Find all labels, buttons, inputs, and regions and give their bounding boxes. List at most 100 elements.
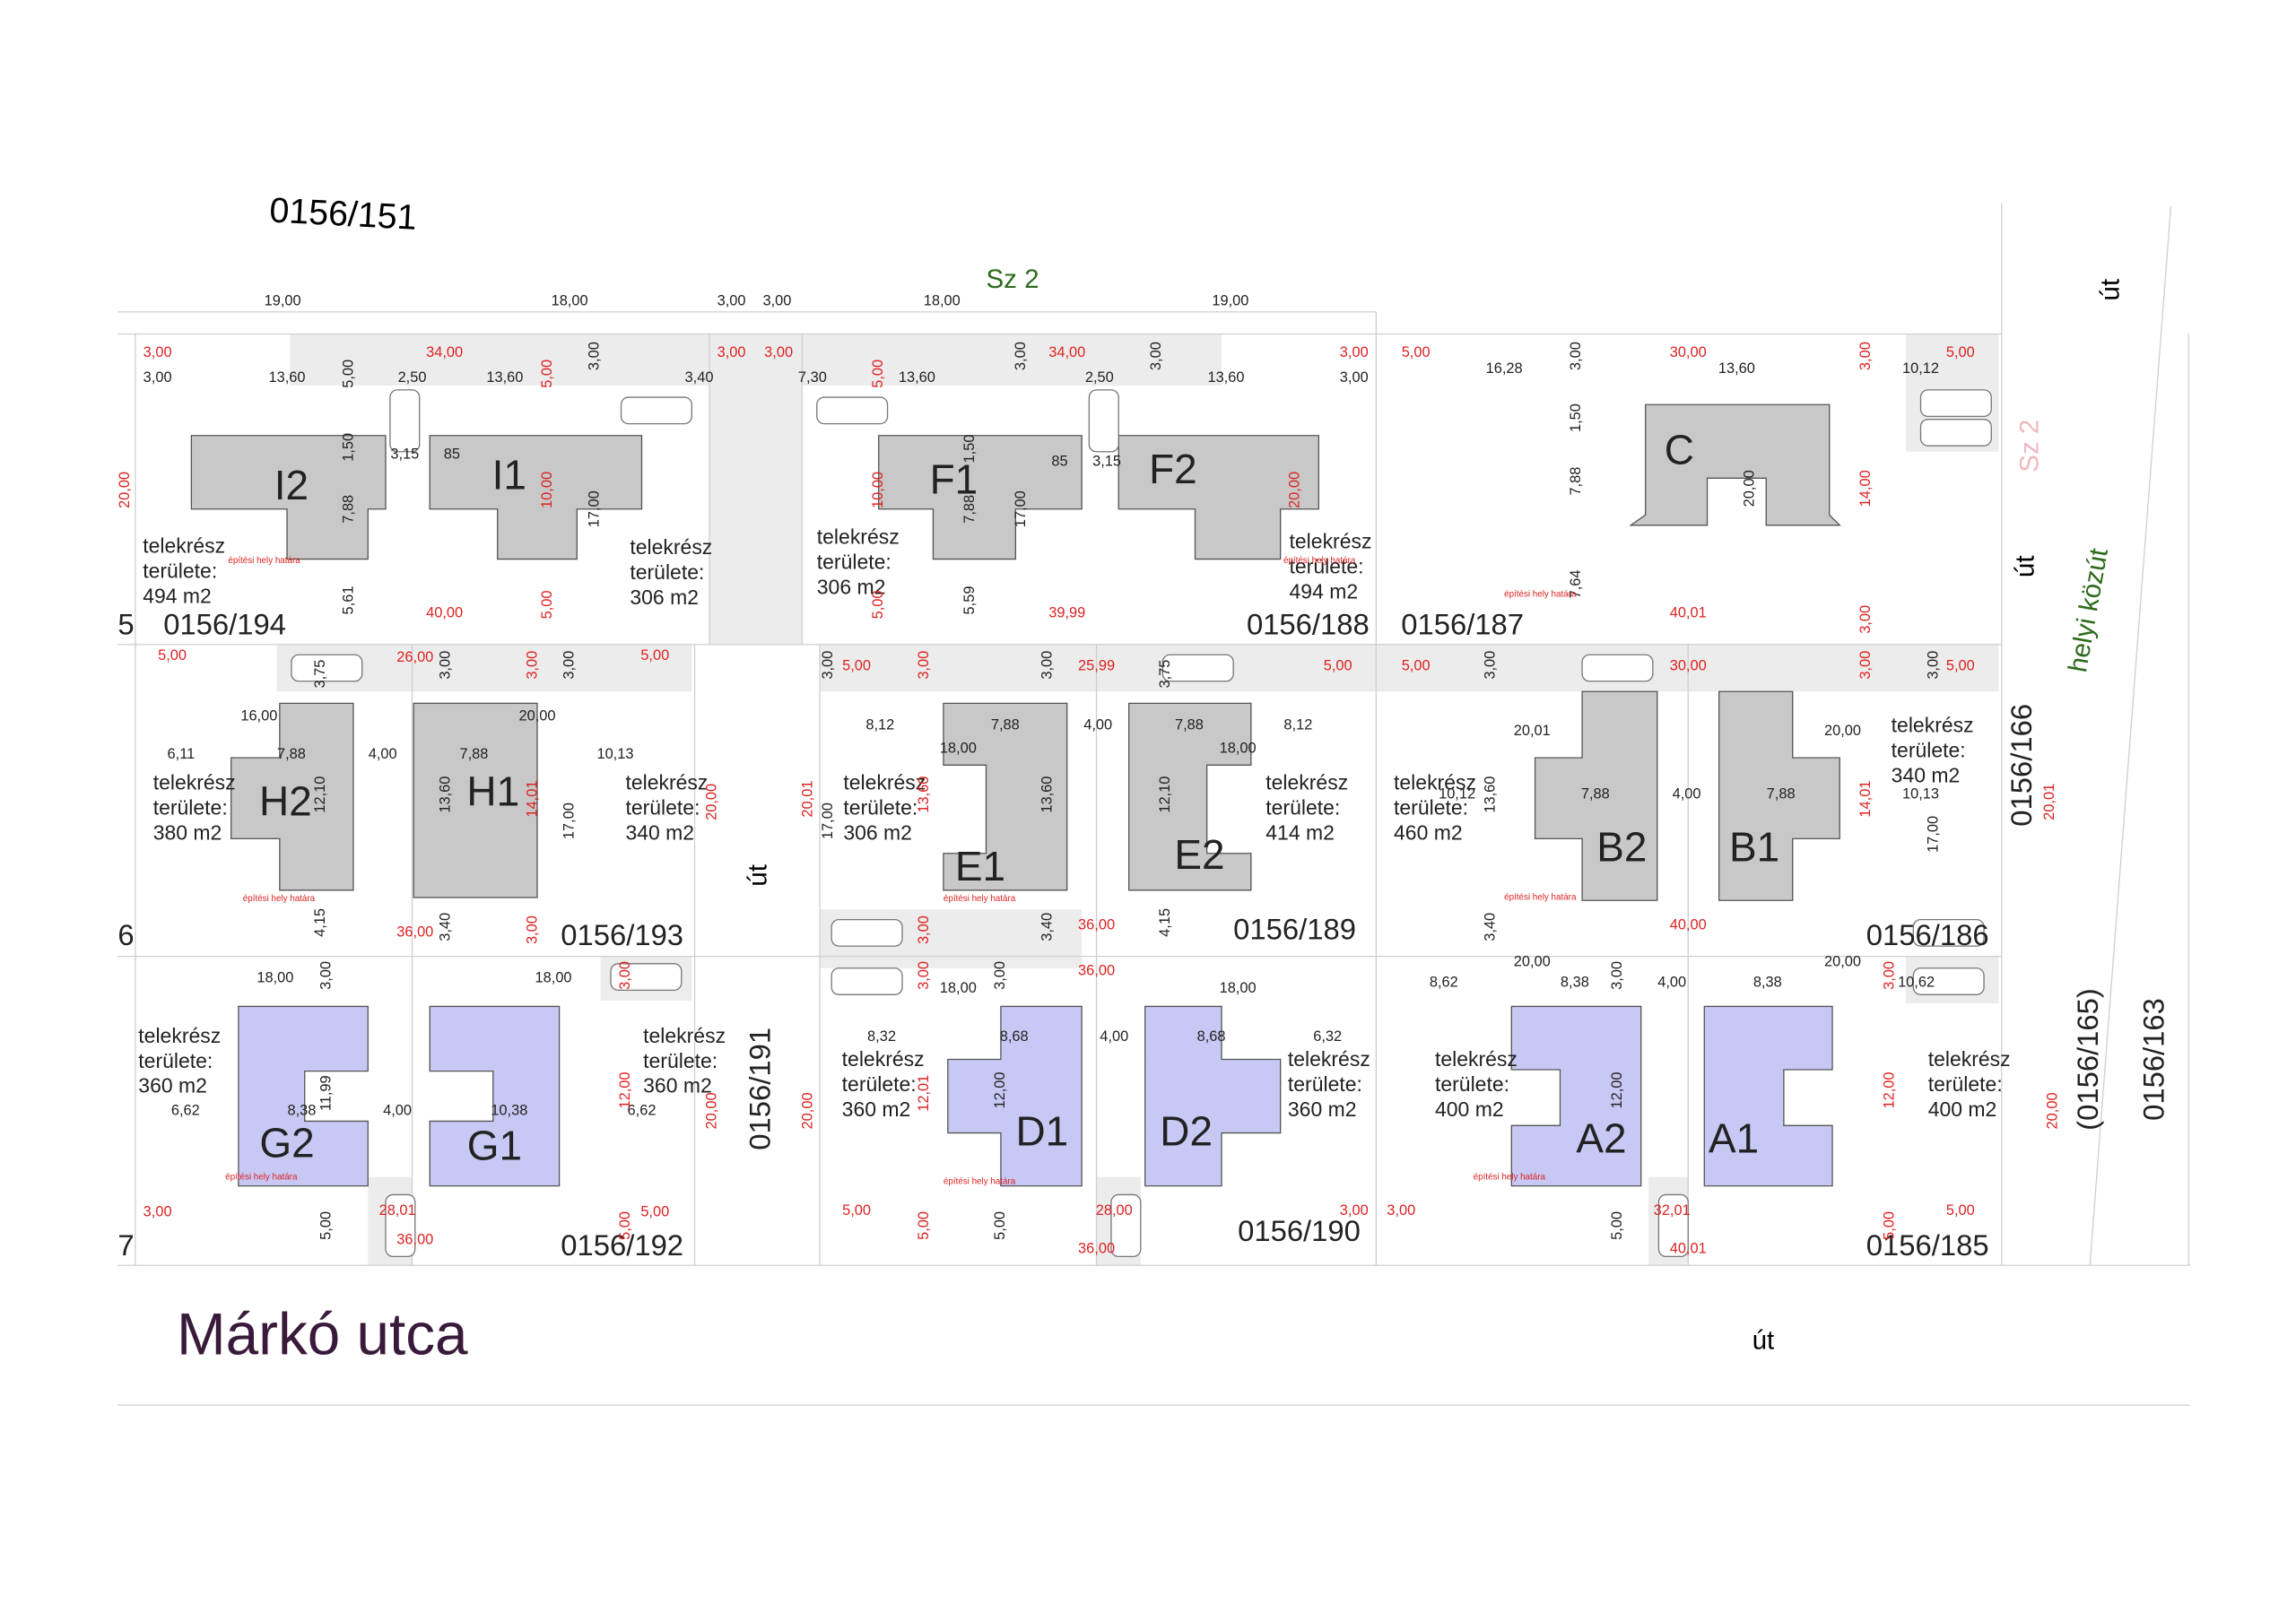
car: [1161, 654, 1234, 682]
dimension: 17,00: [1926, 816, 1942, 853]
dimension: 5,00: [1946, 344, 1975, 360]
dimension: 3,00: [1926, 651, 1942, 680]
dimension: 5,00: [1946, 1202, 1975, 1219]
dimension: 10,00: [539, 472, 555, 508]
dimension: 5,00: [1324, 658, 1352, 674]
building-label: B1: [1729, 824, 1779, 871]
dimension: 20,00: [1824, 723, 1861, 739]
plot-area: 460 m2: [1394, 820, 1463, 844]
dimension: 12,00: [992, 1071, 1008, 1108]
building-label: I2: [274, 462, 309, 508]
dimension: 12,00: [617, 1071, 633, 1108]
dimension: 16,28: [1486, 360, 1523, 377]
dimension: 5,00: [916, 1211, 932, 1240]
dimension: 5,00: [870, 360, 886, 388]
plot-area: 414 m2: [1265, 820, 1335, 844]
car: [385, 1193, 416, 1258]
dimension: 7,88: [277, 746, 306, 762]
plot-label: telekrész: [1394, 771, 1476, 794]
zone-label: Sz 2: [2014, 420, 2044, 473]
dimension: 13,60: [1039, 776, 1056, 813]
dimension: 36,00: [1078, 916, 1115, 932]
dimension: 11,99: [318, 1075, 335, 1111]
parcel-number: 0156/190: [1238, 1214, 1361, 1247]
dimension: 5,00: [158, 647, 187, 664]
row-marker: 7: [117, 1228, 134, 1262]
boundary-note: építési hely határa: [1504, 590, 1577, 600]
plot-label: telekrész: [143, 534, 225, 558]
dimension: 3,00: [992, 961, 1008, 990]
plot-area: 494 m2: [1290, 579, 1359, 603]
dimension: 3,00: [764, 344, 793, 360]
dimension: 6,62: [628, 1102, 657, 1118]
dimension: 5,00: [842, 1202, 871, 1219]
dimension: 4,00: [369, 746, 397, 762]
dimension: 7,64: [1568, 570, 1584, 599]
dimension: 20,00: [1824, 954, 1861, 970]
plot-label: telekrész: [153, 771, 236, 794]
dimension: 8,68: [1197, 1028, 1226, 1045]
dimension: 18,00: [257, 970, 293, 986]
row-marker: 6: [117, 918, 134, 951]
dimension: 3,00: [1857, 651, 1874, 680]
row-marker: 5: [117, 608, 134, 641]
dimension: 3,00: [144, 344, 172, 360]
dimension: 30,00: [1670, 344, 1707, 360]
dimension: 36,00: [396, 924, 433, 941]
dimension: 5,00: [539, 360, 555, 388]
dimension: 3,00: [718, 293, 746, 309]
plot-label: területe:: [843, 796, 918, 820]
dimension: 4,00: [1083, 716, 1112, 733]
plot-area: 400 m2: [1435, 1097, 1504, 1121]
road-label: út: [744, 864, 773, 887]
dimension: 5,61: [340, 586, 356, 615]
dimension: 7,88: [1175, 716, 1204, 733]
dimension: 10,00: [870, 472, 886, 508]
dimension: 3,75: [312, 660, 328, 689]
dimension: 20,00: [704, 1092, 720, 1129]
car: [816, 396, 889, 425]
dimension: 3,00: [1148, 342, 1164, 370]
dimension: 39,99: [1048, 605, 1085, 621]
dimension: 28,00: [1096, 1202, 1133, 1219]
dimension: 3,00: [916, 651, 932, 680]
parcel-number: 0156/163: [2137, 998, 2170, 1121]
dimension: 3,00: [144, 1203, 172, 1219]
dimension: 13,60: [1718, 360, 1755, 377]
dimension: 5,00: [1402, 658, 1431, 674]
dimension: 5,59: [961, 586, 978, 615]
dimension: 3,00: [1340, 344, 1369, 360]
dimension: 13,60: [916, 776, 932, 813]
dimension: 7,88: [961, 495, 978, 524]
dimension: 18,00: [552, 293, 588, 309]
dimension: 8,38: [287, 1102, 316, 1118]
dimension: 20,00: [1741, 470, 1757, 507]
dimension: 40,00: [1670, 916, 1707, 932]
dimension: 14,01: [1857, 781, 1874, 818]
dimension: 85: [1051, 454, 1067, 470]
dimension: 34,00: [426, 344, 463, 360]
plot-label: területe:: [817, 551, 891, 574]
plot-label: területe:: [1892, 739, 1966, 762]
boundary-note: építési hely határa: [228, 556, 300, 566]
plot-label: területe:: [625, 796, 700, 820]
car: [1919, 419, 1992, 447]
dimension: 6,11: [168, 746, 196, 762]
plot-label: területe:: [1394, 796, 1468, 820]
car: [389, 389, 421, 453]
dimension: 3,15: [390, 446, 419, 462]
building-label: F1: [930, 455, 978, 502]
dimension: 10,13: [596, 746, 633, 762]
dimension: 40,01: [1670, 605, 1707, 621]
dimension: 5,00: [1946, 658, 1975, 674]
dimension: 20,00: [1514, 954, 1551, 970]
dimension: 20,01: [1514, 723, 1551, 739]
dimension: 3,00: [1340, 369, 1369, 386]
building-label: H2: [259, 778, 312, 825]
dimension: 3,00: [524, 651, 540, 680]
dimension: 13,60: [438, 776, 454, 813]
dimension: 8,32: [867, 1028, 896, 1045]
car: [1912, 967, 1985, 995]
plot-area: 380 m2: [153, 820, 222, 844]
dimension: 28,01: [379, 1202, 416, 1219]
